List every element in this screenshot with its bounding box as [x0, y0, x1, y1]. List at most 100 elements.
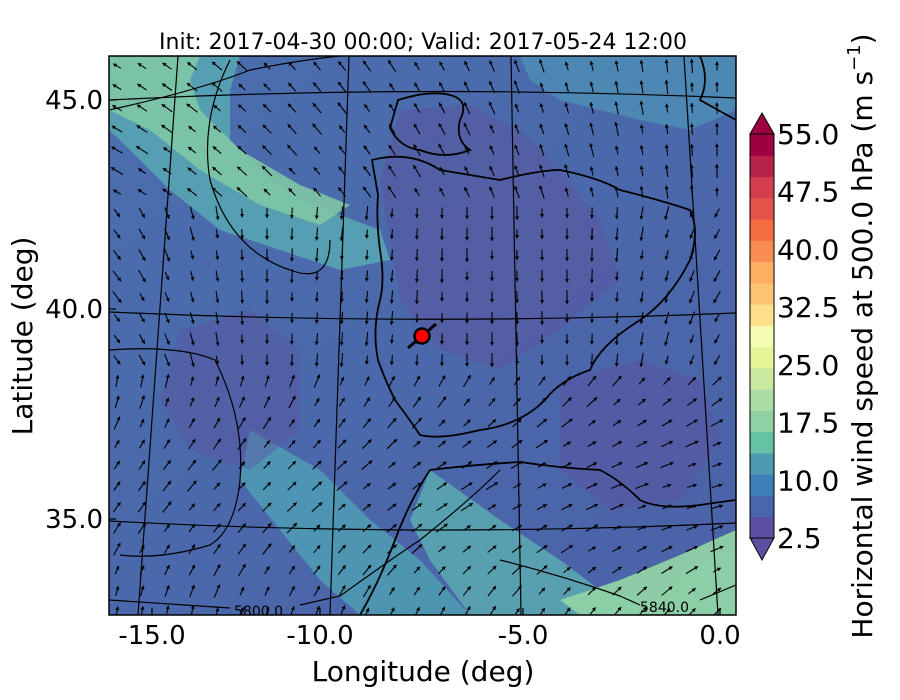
wind-vector-head [466, 586, 471, 591]
wind-vector-head [717, 588, 721, 592]
wind-vector-head [689, 144, 694, 148]
wind-vector-head [488, 81, 493, 85]
wind-vector-head [187, 62, 192, 66]
wind-vector-head [264, 279, 270, 283]
wind-vector-head [639, 277, 644, 281]
wind-vector-head [639, 298, 644, 303]
wind-vector-head [138, 168, 143, 173]
wind-vector-head [617, 546, 622, 550]
wind-vector-head [116, 481, 121, 486]
wind-vector-head [565, 236, 570, 240]
wind-vector-head [213, 105, 218, 109]
wind-vector-head [215, 342, 220, 346]
wind-vector-head [439, 362, 444, 366]
wind-vector-head [517, 525, 522, 529]
wind-vector-head [166, 544, 170, 549]
wind-vector-head [568, 504, 573, 508]
wind-vector-head [589, 215, 594, 219]
wind-vector-head [165, 418, 170, 423]
wind-vector-head [717, 441, 722, 446]
wind-vector-head [516, 483, 521, 488]
colorbar-segment [750, 410, 774, 433]
wind-vector-head [166, 460, 171, 465]
wind-vector-head [191, 584, 195, 589]
wind-vector-head [389, 278, 394, 282]
wind-calm-atlantic [160, 310, 300, 470]
contour-label-5800: 5800.0 [234, 604, 283, 620]
wind-vector-head [191, 503, 195, 508]
meridian-10 [329, 56, 350, 615]
wind-vector-head [289, 362, 294, 366]
wind-vector-head [414, 62, 419, 67]
y-axis-label: Latitude (deg) [6, 237, 39, 436]
wind-vector-head [594, 524, 599, 529]
wind-vector-head [564, 82, 569, 87]
wind-vector-head [693, 504, 698, 509]
wind-vector-head [565, 362, 570, 366]
wind-vector-head [614, 258, 619, 262]
wind-vector-head [639, 124, 644, 129]
wind-vector-head [313, 167, 318, 172]
map-panel: 5800.0 5840.0 [109, 56, 736, 620]
wind-vector-head [639, 186, 644, 190]
wind-vector-head [515, 235, 520, 239]
wind-vector-head [517, 419, 522, 423]
wind-vector-head [592, 607, 596, 612]
wind-vector-head [187, 188, 192, 192]
wind-vector-head [441, 375, 446, 380]
wind-vector-head [117, 277, 121, 282]
graticule [109, 56, 736, 615]
wind-vector-head [116, 522, 121, 527]
wind-vector-head [290, 606, 295, 611]
wind-vector-head [212, 61, 216, 66]
wind-vector-head [112, 84, 117, 88]
wind-vector-head [540, 278, 545, 282]
wind-vector-head [617, 566, 622, 571]
wind-vector-head [518, 440, 523, 444]
wind-vector-head [141, 361, 146, 366]
wind-vector-head [392, 544, 397, 549]
wind-vector-head [568, 524, 573, 529]
wind-vector-head [664, 124, 669, 128]
wind-vector-head [289, 279, 294, 283]
wind-vector-head [190, 362, 195, 367]
wind-vector-head [316, 585, 320, 590]
wind-vector-head [291, 440, 296, 445]
wind-vector-head [464, 187, 468, 191]
wind-vector-head [240, 339, 245, 344]
wind-vector-head [165, 585, 170, 590]
wind-vector-head [416, 441, 421, 445]
wind-vector-head [639, 101, 644, 105]
wind-vector-head [266, 440, 270, 445]
wind-vector-head [717, 462, 722, 467]
wind-vector-head [439, 298, 444, 302]
wind-vector-head [290, 419, 295, 424]
coast-france [389, 92, 472, 156]
wind-vector-head [691, 588, 696, 592]
wind-vector-head [714, 61, 719, 65]
wind-vector-head [614, 186, 619, 191]
wind-vector-head [291, 374, 295, 379]
wind-vector-head [490, 237, 495, 241]
wind-vector-head [541, 607, 545, 612]
wind-vector-head [316, 565, 321, 570]
colorbar-extend-min [749, 537, 775, 562]
wind-vector-head [316, 605, 320, 610]
wind-vector-head [289, 167, 293, 172]
wind-vector-head [614, 60, 619, 65]
wind-vector-head [439, 187, 444, 192]
wind-vector-head [115, 586, 120, 590]
wind-vector-head [418, 524, 423, 528]
wind-vector-head [215, 216, 220, 220]
wind-vector-head [668, 440, 673, 445]
wind-vector-head [439, 102, 443, 107]
wind-vector-head [565, 257, 570, 261]
wind-vector-head [592, 441, 597, 445]
wind-vector-head [441, 606, 445, 611]
wind-vector-head [391, 462, 396, 466]
x-tick-label: 0.0 [699, 621, 740, 651]
wind-vector-head [315, 398, 320, 403]
wind-vector-head [413, 144, 418, 149]
wind-vector-head [664, 234, 669, 239]
